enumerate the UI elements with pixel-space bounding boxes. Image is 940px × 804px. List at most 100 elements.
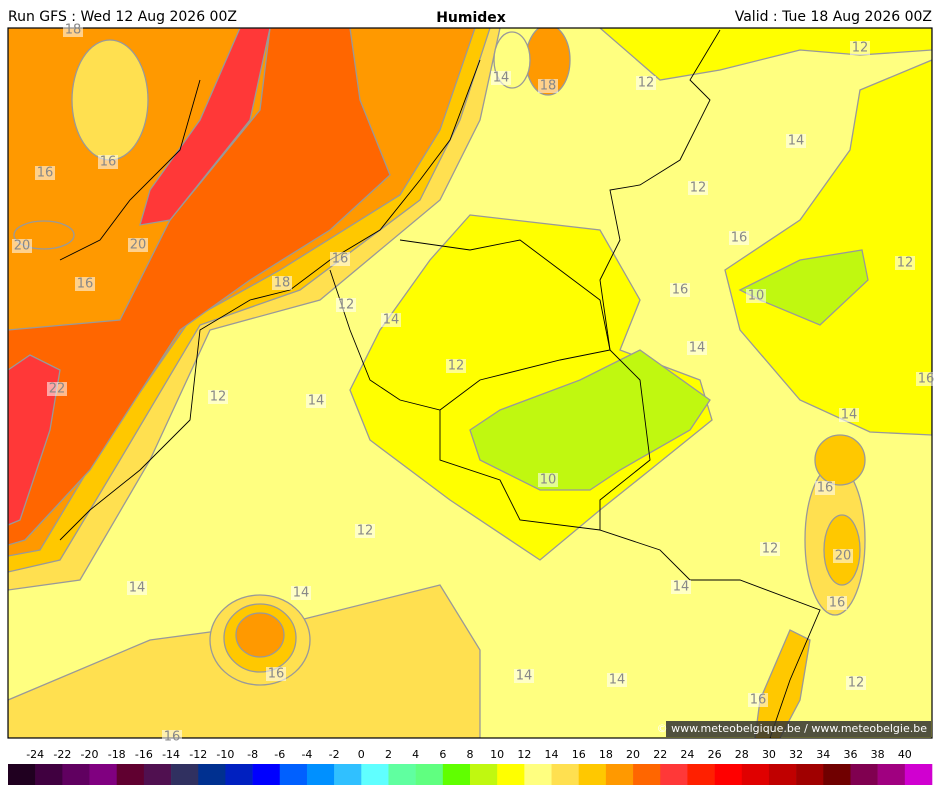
legend-swatch [551,764,580,785]
contour-label: 14 [293,586,310,601]
contour-label-bg [330,252,350,266]
legend-label: 22 [653,748,667,761]
contour-label-bg [688,181,708,195]
legend-label: -22 [53,748,71,761]
contour-label: 14 [689,341,706,356]
contour-label-bg [47,382,67,396]
legend-label: 14 [545,748,559,761]
contour-label-bg [815,481,835,495]
contour-label-bg [538,79,558,93]
contour-label: 14 [516,669,533,684]
contour-label: 12 [690,181,707,196]
map-title: Humidex [436,10,506,26]
contour-label: 12 [852,41,869,56]
contour-label-bg [916,372,936,386]
legend-label: 34 [816,748,830,761]
contour-label: 18 [65,23,82,38]
contour-label: 22 [49,382,66,397]
contour-label: 20 [14,239,31,254]
legend-swatch [116,764,145,785]
contour-label: 10 [540,473,557,488]
legend-swatch [171,764,199,785]
legend-label: -8 [247,748,258,761]
contour-label-bg [291,586,311,600]
legend-swatch [306,764,335,785]
legend-label: -20 [81,748,99,761]
legend-label: 4 [412,748,419,761]
legend-label: 28 [735,748,749,761]
contour-label: 12 [762,542,779,557]
contour-label-bg [446,359,466,373]
legend-swatch [687,764,715,785]
legend-swatch [823,764,851,785]
legend-swatch [198,764,226,785]
contour-label-bg [162,730,182,744]
legend-label: -16 [135,748,153,761]
legend-swatch [904,764,933,785]
contour-label: 14 [493,71,510,86]
legend-label: 40 [898,748,912,761]
legend-swatch [225,764,253,785]
credit-box [666,721,931,737]
legend-label: 38 [871,748,885,761]
contour-label-bg [336,298,356,312]
legend-swatch [89,764,118,785]
legend-swatch [62,764,90,785]
legend-label: 12 [517,748,531,761]
contour-label-bg [63,23,83,37]
contour-label-bg [355,524,375,538]
contour-label: 16 [817,481,834,496]
contour-label: 16 [672,283,689,298]
legend-swatch [279,764,308,785]
legend-swatch [850,764,878,785]
contour-label: 10 [748,289,765,304]
legend-swatch [660,764,688,785]
legend-label: 2 [385,748,392,761]
legend-label: 30 [762,748,776,761]
contour-label-bg [895,256,915,270]
legend-label: 32 [789,748,803,761]
legend-label: 18 [599,748,613,761]
contour-label: 16 [750,693,767,708]
legend-label: 8 [467,748,474,761]
legend-label: -18 [108,748,126,761]
contour-label: 16 [164,730,181,745]
contour-label-bg [687,341,707,355]
contour-label: 12 [897,256,914,271]
contour-label-bg [75,277,95,291]
contour-label-bg [846,676,866,690]
map-field [8,28,932,738]
legend-label: 16 [572,748,586,761]
contour-label: 16 [731,231,748,246]
contour-label-bg [128,238,148,252]
contour-label: 12 [448,359,465,374]
legend-label: 6 [439,748,446,761]
legend-swatch [35,764,63,785]
legend-label: -10 [216,748,234,761]
legend-swatch [768,764,797,785]
contour-label-bg [636,76,656,90]
legend-label: 20 [626,748,640,761]
contour-label-bg [35,166,55,180]
contour-label: 14 [788,134,805,149]
legend-swatch [415,764,444,785]
legend-swatch [470,764,498,785]
legend-swatch [796,764,824,785]
legend-swatch [388,764,416,785]
contour-label-bg [266,667,286,681]
contour-label-bg [607,673,627,687]
contour-label-bg [760,542,780,556]
contour-label-bg [748,693,768,707]
contour-label-bg [538,473,558,487]
run-info: Run GFS : Wed 12 Aug 2026 00Z [8,9,237,25]
contour-label-bg [850,41,870,55]
contour-label: 16 [829,596,846,611]
legend-swatch [252,764,281,785]
contour-label: 16 [918,372,935,387]
contour-label-bg [786,134,806,148]
legend-swatch [442,764,471,785]
legend-swatch [578,764,607,785]
contour-label: 14 [841,408,858,423]
contour-label: 16 [37,166,54,181]
contour-label-bg [827,596,847,610]
